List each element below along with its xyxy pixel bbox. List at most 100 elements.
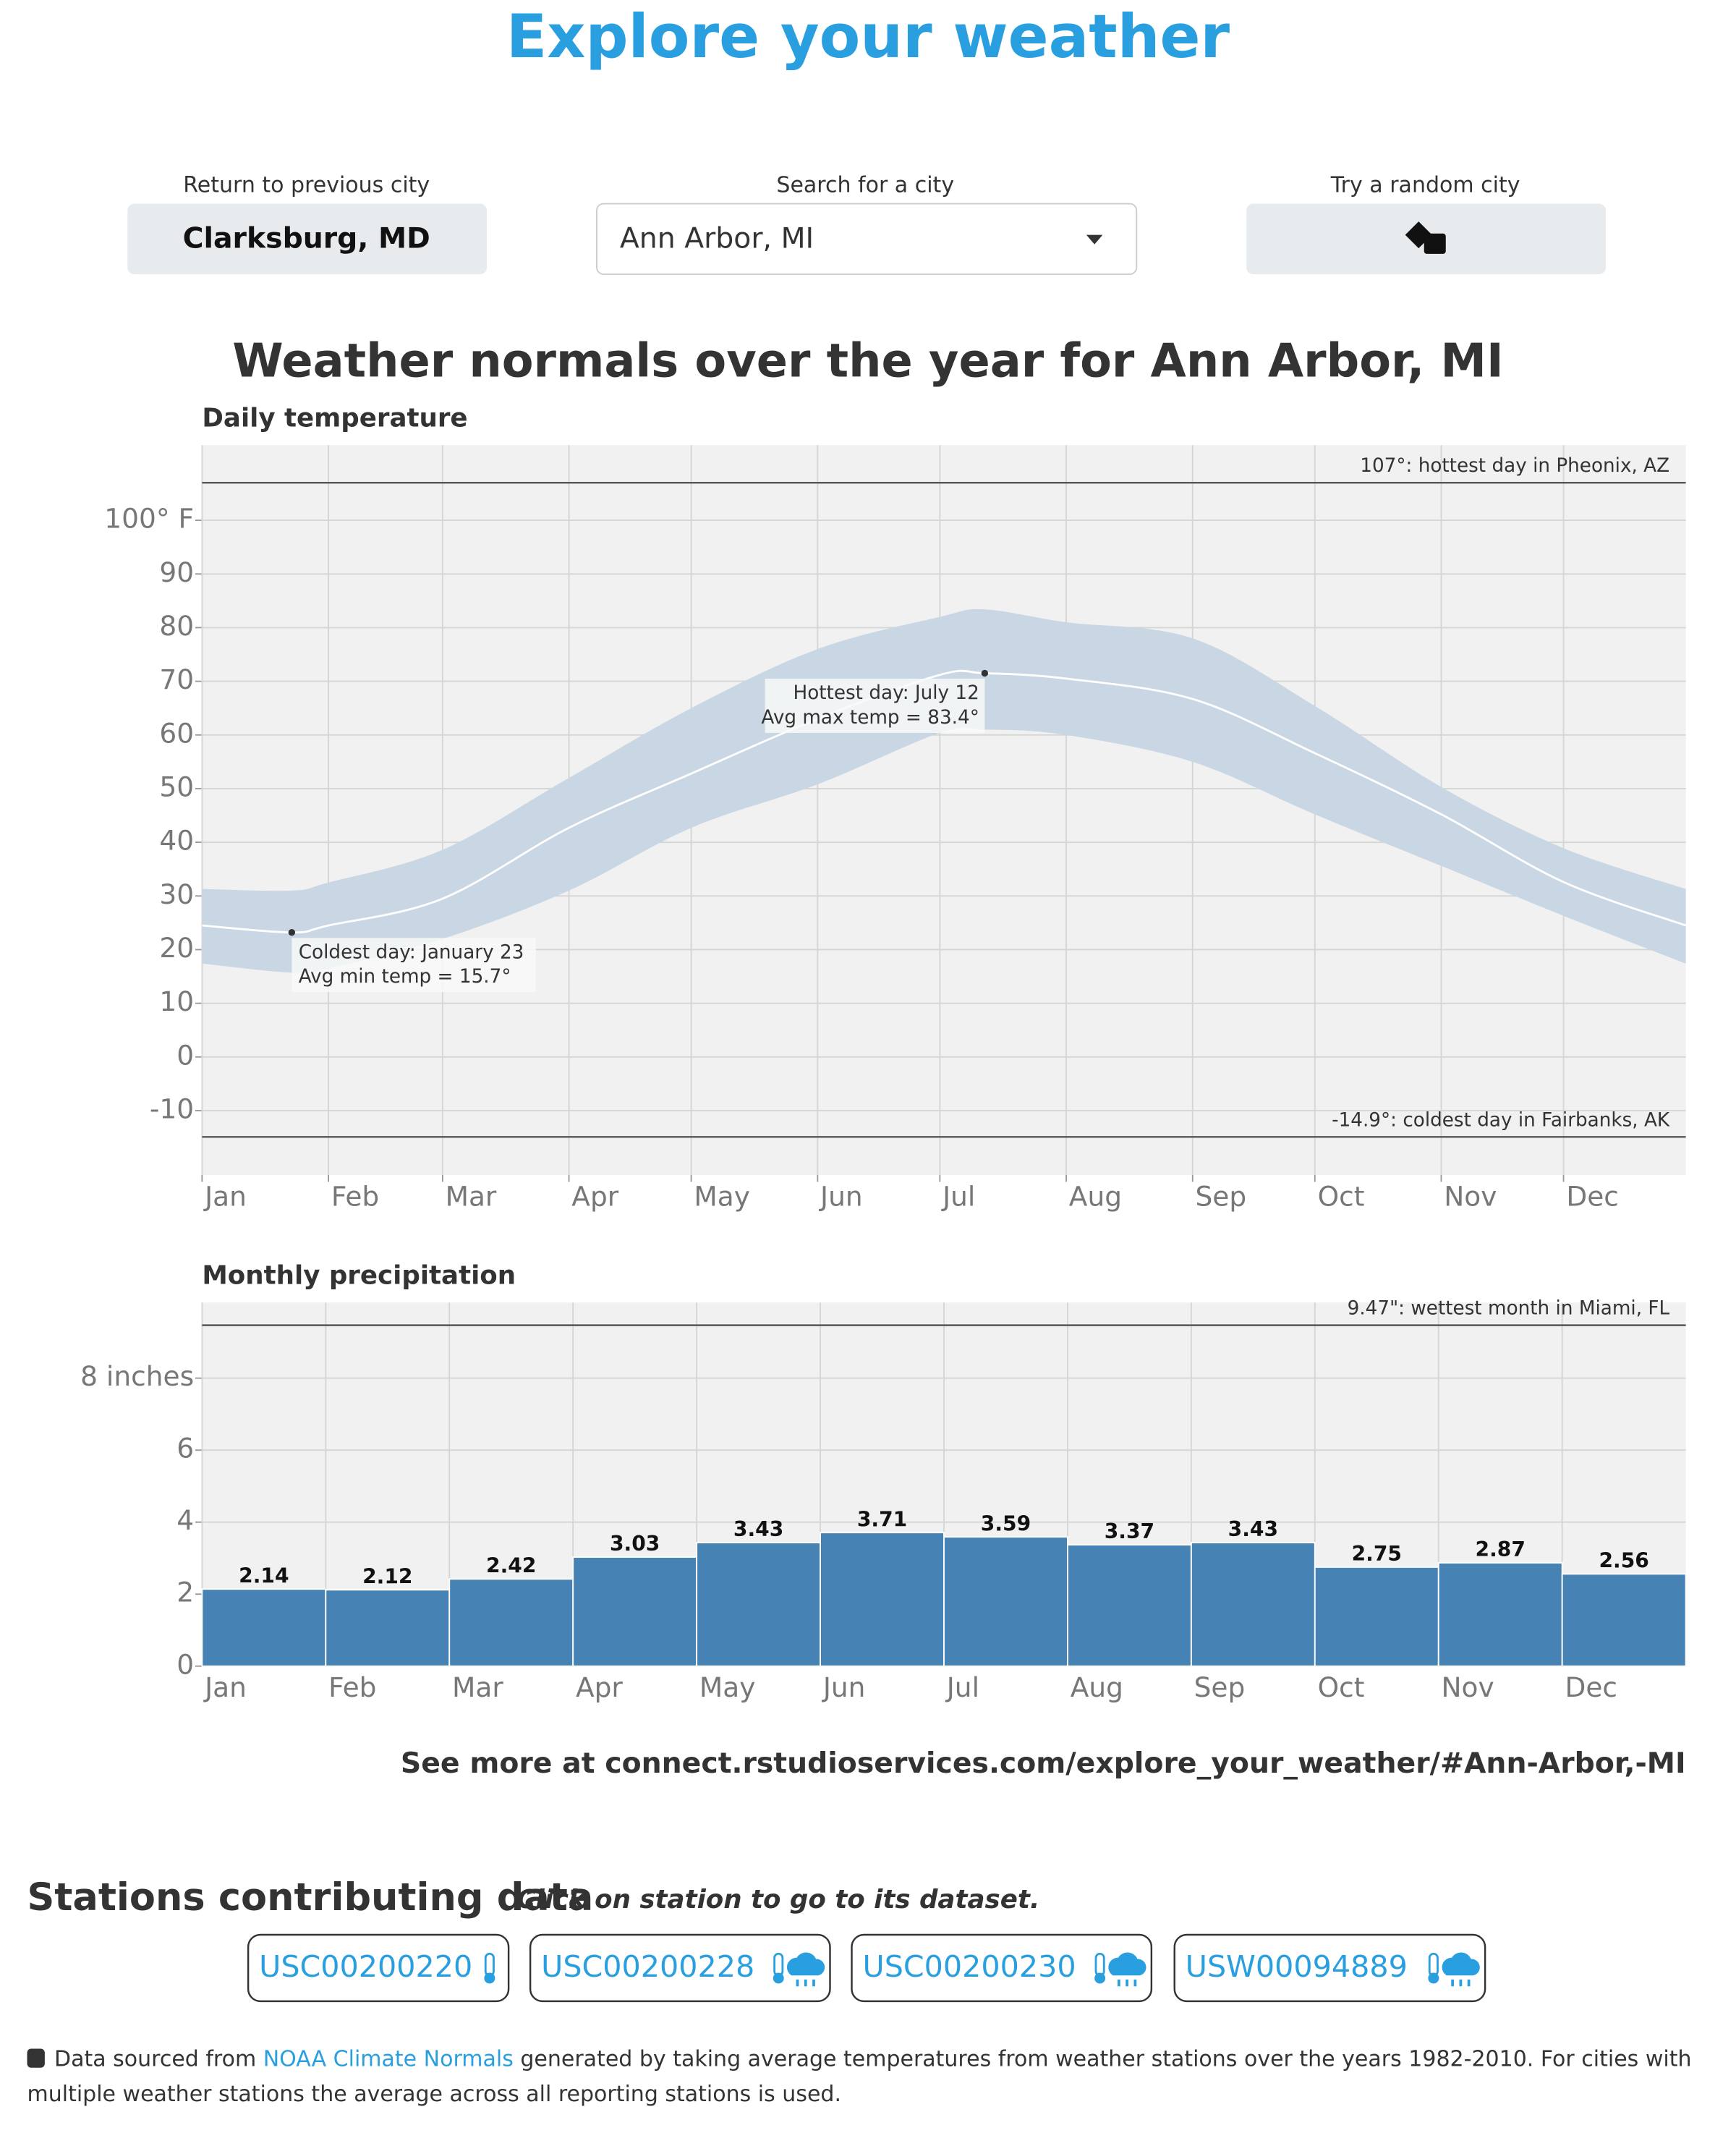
y-tick-label: 4 <box>176 1504 194 1536</box>
bar-value-label: 2.12 <box>362 1564 412 1588</box>
y-tick-label: 100° F <box>104 503 194 535</box>
search-value: Ann Arbor, MI <box>620 222 814 255</box>
thermometer-bulb <box>773 1972 784 1984</box>
annotation-box <box>292 938 536 993</box>
bar-value-label: 3.43 <box>1228 1517 1278 1541</box>
station-id: USC00200230 <box>863 1949 1076 1984</box>
station-id: USC00200220 <box>259 1949 472 1984</box>
bar <box>1314 1566 1439 1667</box>
previous-label: Return to previous city <box>183 173 430 198</box>
chart-title: Daily temperature <box>202 404 467 433</box>
x-tick-label: Apr <box>571 1180 618 1212</box>
footer-line2: multiple weather stations the average ac… <box>27 2082 841 2107</box>
station-frame <box>247 1933 510 2003</box>
station-frame <box>529 1933 831 2003</box>
y-tick-label: 0 <box>176 1648 194 1680</box>
x-tick-label: Nov <box>1444 1180 1497 1212</box>
station-button[interactable]: USC00200230 <box>851 1933 1153 2003</box>
x-tick-label: Feb <box>328 1671 376 1703</box>
x-tick-label: Jan <box>203 1180 247 1212</box>
x-tick-label: Jun <box>822 1671 866 1703</box>
bar-value-label: 2.75 <box>1352 1542 1402 1566</box>
x-tick-label: Apr <box>576 1671 623 1703</box>
y-tick-label: 40 <box>159 825 194 857</box>
bar-value-label: 3.59 <box>981 1511 1031 1535</box>
bar-value-label: 2.56 <box>1599 1549 1648 1573</box>
x-tick-label: Oct <box>1318 1671 1365 1703</box>
random-label: Try a random city <box>1330 173 1520 198</box>
x-tick-label: Jul <box>945 1671 979 1703</box>
x-tick-label: May <box>699 1671 756 1703</box>
station-frame <box>1173 1933 1486 2003</box>
thermometer-bulb <box>484 1972 495 1984</box>
annotation-box <box>765 678 985 733</box>
bar <box>1190 1542 1316 1667</box>
y-tick-label: 30 <box>159 878 194 910</box>
bar-value-label: 2.14 <box>239 1564 289 1587</box>
x-tick-label: Jun <box>819 1180 863 1212</box>
y-tick-label: 6 <box>176 1433 194 1464</box>
y-tick-label: 10 <box>159 985 194 1017</box>
bar-value-label: 2.87 <box>1476 1538 1526 1561</box>
x-tick-label: Mar <box>452 1671 503 1703</box>
footer-after: generated by taking average temperatures… <box>514 2046 1692 2071</box>
x-tick-label: Sep <box>1194 1671 1246 1703</box>
y-tick-label: 20 <box>159 932 194 964</box>
bar <box>1437 1562 1563 1667</box>
city-select[interactable]: Ann Arbor, MI <box>596 203 1138 275</box>
thermometer-bulb <box>1428 1972 1439 1984</box>
footer-before: Data sourced from <box>54 2046 263 2071</box>
y-tick-label: 50 <box>159 771 194 802</box>
stations-hint: Click on station to go to its dataset. <box>516 1885 1039 1914</box>
bar-value-label: 3.71 <box>857 1507 907 1531</box>
station-id: USW00094889 <box>1186 1949 1408 1984</box>
page-title: Explore your weather <box>506 2 1230 72</box>
rain-icon <box>1108 1952 1146 1987</box>
station-button[interactable]: USW00094889 <box>1173 1933 1486 2003</box>
annotation-point <box>288 929 296 936</box>
annotation-text: Coldest day: January 23 <box>299 941 524 963</box>
station-button[interactable]: USC00200228 <box>529 1933 831 2003</box>
bar-value-label: 3.37 <box>1105 1519 1154 1543</box>
annotation-text: Avg min temp = 15.7° <box>299 966 511 988</box>
x-tick-label: Dec <box>1566 1180 1619 1212</box>
x-tick-label: Aug <box>1071 1671 1123 1703</box>
average-line <box>202 669 1687 934</box>
previous-city-button[interactable]: Clarksburg, MD <box>127 203 488 275</box>
see-more-link[interactable]: See more at connect.rstudioservices.com/… <box>401 1747 1686 1780</box>
y-tick-label: 90 <box>159 556 194 588</box>
reference-label: 107°: hottest day in Pheonix, AZ <box>1360 455 1669 477</box>
y-tick-label: 2 <box>176 1577 194 1608</box>
reference-label: -14.9°: coldest day in Fairbanks, AK <box>1332 1109 1670 1131</box>
bar-value-label: 3.43 <box>733 1517 783 1541</box>
x-tick-label: May <box>694 1180 750 1212</box>
reference-label: 9.47": wettest month in Miami, FL <box>1348 1298 1670 1320</box>
bar <box>572 1556 698 1667</box>
y-tick-label: 80 <box>159 610 194 642</box>
noaa-link[interactable]: NOAA Climate Normals <box>263 2046 514 2071</box>
x-tick-label: Sep <box>1196 1180 1247 1212</box>
y-tick-label: 70 <box>159 663 194 695</box>
bar <box>696 1542 822 1667</box>
random-city-button[interactable] <box>1246 203 1606 275</box>
x-tick-label: Aug <box>1069 1180 1122 1212</box>
x-tick-label: Jan <box>203 1671 247 1703</box>
temperature-band <box>202 608 1686 974</box>
y-tick-label: -10 <box>150 1093 194 1124</box>
bar <box>943 1536 1068 1667</box>
bar-value-label: 3.03 <box>610 1532 660 1556</box>
bar <box>1561 1573 1687 1667</box>
rain-icon <box>1442 1952 1480 1987</box>
x-tick-label: Nov <box>1441 1671 1494 1703</box>
bar <box>1067 1544 1192 1667</box>
annotation-text: Hottest day: July 12 <box>793 682 979 704</box>
rain-icon <box>786 1952 825 1987</box>
station-button[interactable]: USC00200220 <box>247 1933 510 2003</box>
station-id: USC00200228 <box>541 1949 754 1984</box>
chart-title: Monthly precipitation <box>202 1261 516 1291</box>
stations-title: Stations contributing data <box>27 1875 594 1920</box>
x-tick-label: Mar <box>446 1180 497 1212</box>
thermometer-bulb <box>1094 1972 1106 1984</box>
